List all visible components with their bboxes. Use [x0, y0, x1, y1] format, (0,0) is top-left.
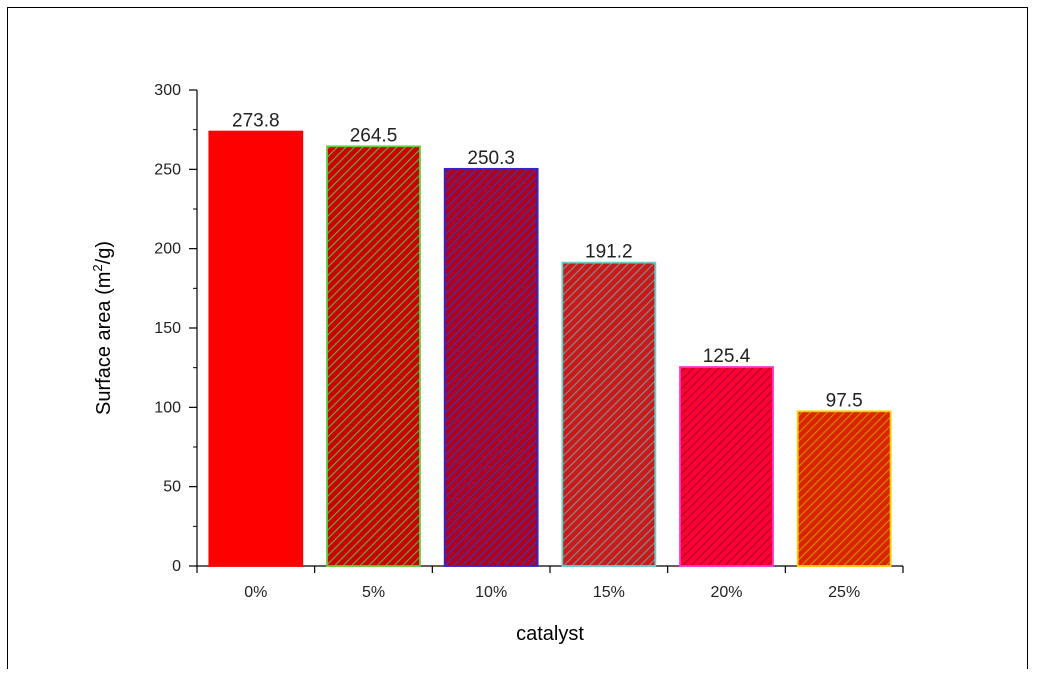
x-tick-label: 0% — [244, 584, 267, 601]
y-tick-label: 100 — [154, 399, 181, 416]
y-axis-title: Surface area (m2/g) — [90, 241, 115, 415]
bar-15pct — [561, 261, 657, 567]
y-axis-title-main: Surface area (m — [93, 272, 115, 415]
x-axis-title: catalyst — [516, 623, 584, 645]
y-tick-label: 200 — [154, 241, 181, 258]
figure-border — [7, 7, 1028, 669]
x-ticks: 0% 5% 10% 15% 20% 25% — [196, 566, 904, 601]
x-tick-label: 20% — [710, 584, 742, 601]
y-ticks: 0 50 100 150 200 250 300 — [154, 82, 197, 575]
x-tick-label: 10% — [475, 584, 507, 601]
data-labels: 273.8 264.5 250.3 191.2 125.4 97.5 — [232, 111, 863, 412]
y-tick-label: 150 — [154, 320, 181, 337]
data-label: 191.2 — [585, 242, 633, 263]
bar-0pct — [208, 130, 304, 567]
y-tick-label: 50 — [163, 479, 181, 496]
y-tick-label: 300 — [154, 82, 181, 99]
y-tick-label: 250 — [154, 161, 181, 178]
data-label: 125.4 — [703, 346, 751, 367]
x-tick-label: 25% — [828, 584, 860, 601]
x-tick-label: 15% — [593, 584, 625, 601]
bar-20pct — [679, 366, 774, 567]
x-tick-label: 5% — [362, 584, 385, 601]
y-axis-title-end: /g) — [93, 241, 115, 264]
data-label: 264.5 — [350, 125, 398, 146]
y-tick-label: 0 — [172, 558, 181, 575]
bar-5pct — [326, 145, 421, 567]
bar-25pct — [796, 410, 892, 567]
data-label: 273.8 — [232, 111, 280, 132]
y-axis-title-sup: 2 — [90, 264, 105, 271]
bars — [208, 130, 892, 567]
data-label: 250.3 — [467, 148, 515, 169]
data-label: 97.5 — [826, 390, 863, 411]
bar-10pct — [443, 167, 539, 567]
axes: 0 50 100 150 200 250 300 0% 5% 10% 15% 20% 25% — [154, 82, 904, 601]
